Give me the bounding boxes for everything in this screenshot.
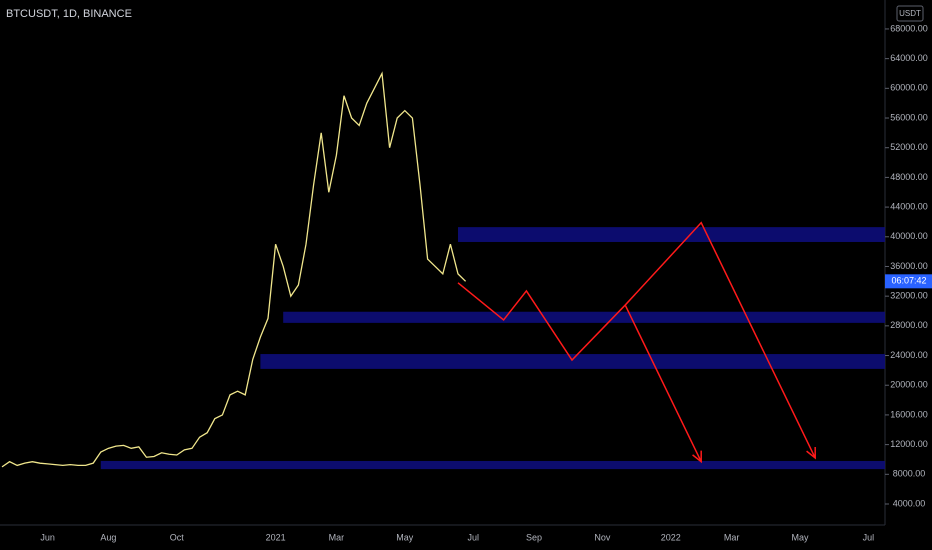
x-tick-label: May <box>396 532 414 542</box>
currency-badge[interactable] <box>896 5 924 22</box>
arrow-head <box>692 450 702 464</box>
y-tick-label: 16000.00 <box>890 409 928 419</box>
y-tick-label: 40000.00 <box>890 231 928 241</box>
x-tick-label: Aug <box>100 532 116 542</box>
y-tick-label: 20000.00 <box>890 380 928 390</box>
y-tick-label: 48000.00 <box>890 172 928 182</box>
x-tick-label: 2022 <box>661 532 681 542</box>
y-tick-label: 64000.00 <box>890 53 928 63</box>
zone <box>458 227 885 242</box>
y-tick-label: 36000.00 <box>890 261 928 271</box>
x-tick-label: Jul <box>863 532 875 542</box>
x-tick-label: May <box>791 532 809 542</box>
y-tick-label: 52000.00 <box>890 142 928 152</box>
x-tick-label: Mar <box>724 532 740 542</box>
x-tick-label: Jun <box>40 532 55 542</box>
x-tick-label: Mar <box>329 532 345 542</box>
projection-path <box>457 221 816 459</box>
arrow-head <box>806 446 816 460</box>
zone <box>283 311 885 323</box>
y-tick-label: 56000.00 <box>890 112 928 122</box>
x-tick-label: Nov <box>594 532 611 542</box>
zone <box>260 354 885 369</box>
y-tick-label: 60000.00 <box>890 83 928 93</box>
projection-branch <box>624 304 702 463</box>
chart-title: BTCUSDT, 1D, BINANCE <box>6 8 132 20</box>
y-tick-label: 28000.00 <box>890 320 928 330</box>
y-tick-label: 8000.00 <box>893 469 926 479</box>
y-tick-label: 12000.00 <box>890 439 928 449</box>
y-tick-label: 24000.00 <box>890 350 928 360</box>
y-tick-label: 68000.00 <box>890 23 928 33</box>
price-line <box>1 71 467 468</box>
last-price-tag <box>885 274 932 289</box>
x-tick-label: Jul <box>467 532 479 542</box>
countdown: 06:07:42 <box>891 276 926 286</box>
x-tick-label: Oct <box>170 532 185 542</box>
x-tick-label: 2021 <box>266 532 286 542</box>
x-tick-label: Sep <box>526 532 542 542</box>
zone <box>100 460 886 470</box>
y-tick-label: 44000.00 <box>890 201 928 211</box>
y-tick-label: 32000.00 <box>890 291 928 301</box>
y-tick-label: 4000.00 <box>893 498 926 508</box>
currency: USDT <box>899 9 921 18</box>
